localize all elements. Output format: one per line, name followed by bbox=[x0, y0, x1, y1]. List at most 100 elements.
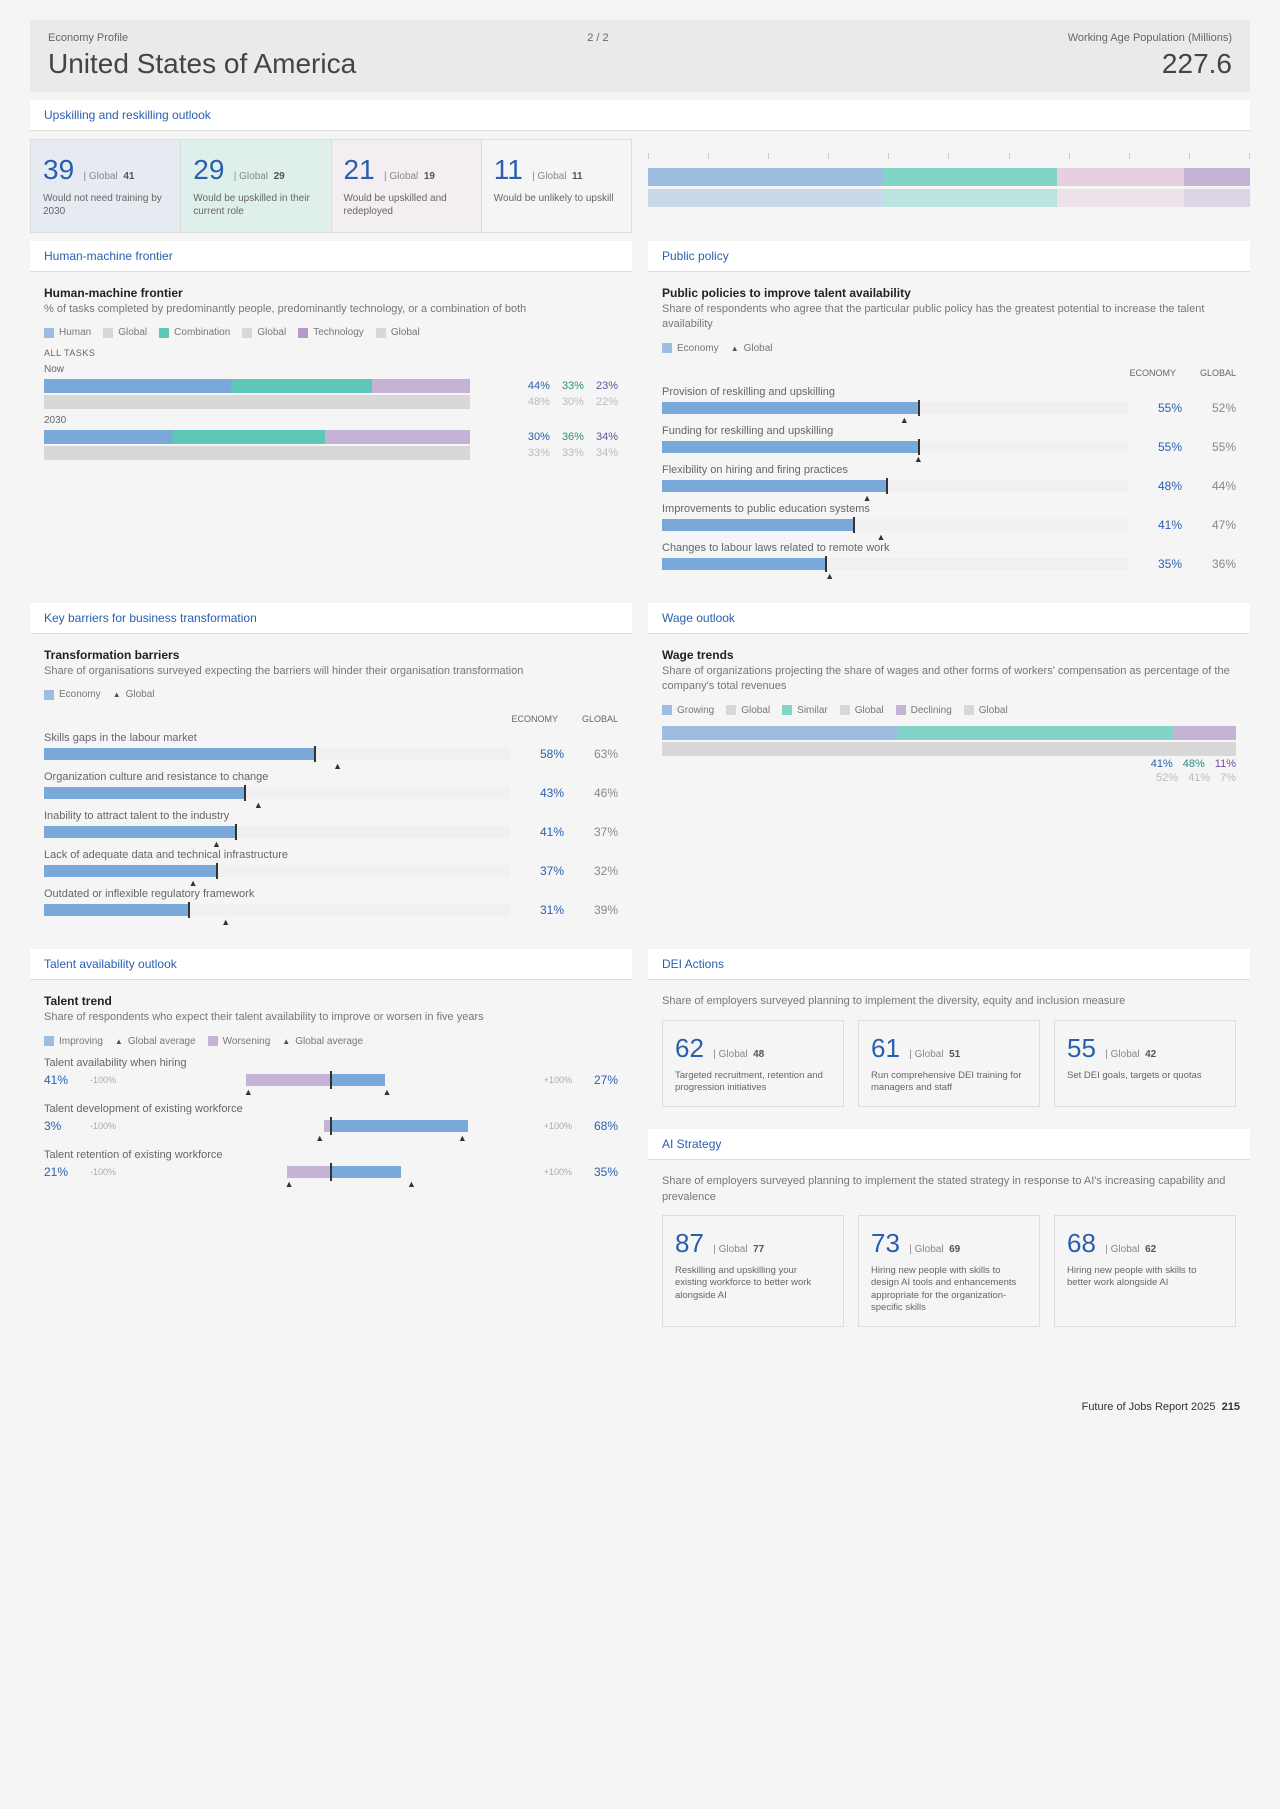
stat-label: Would be unlikely to upskill bbox=[494, 192, 619, 205]
population-label: Working Age Population (Millions) bbox=[1068, 32, 1232, 44]
metric-card: 68 | Global 62 Hiring new people with sk… bbox=[1054, 1215, 1236, 1327]
barrier-item: Skills gaps in the labour market ▲ 58% 6… bbox=[44, 732, 618, 761]
hmf-desc: % of tasks completed by predominantly pe… bbox=[44, 302, 618, 317]
metric-value: 61 bbox=[871, 1033, 900, 1063]
barrier-label: Lack of adequate data and technical infr… bbox=[44, 849, 618, 861]
ai-cards: 87 | Global 77 Reskilling and upskilling… bbox=[662, 1215, 1236, 1327]
policy-head-economy: ECONOMY bbox=[1129, 368, 1176, 378]
metric-global: | Global 69 bbox=[909, 1244, 960, 1255]
talent-label: Talent availability when hiring bbox=[44, 1057, 618, 1069]
stat-global: | Global 41 bbox=[84, 171, 135, 182]
talent-label: Talent retention of existing workforce bbox=[44, 1149, 618, 1161]
barriers-title: Transformation barriers bbox=[44, 648, 618, 662]
metric-value: 87 bbox=[675, 1228, 704, 1258]
barrier-global-val: 44% bbox=[1194, 479, 1236, 493]
metric-label: Reskilling and upskilling your existing … bbox=[675, 1265, 831, 1302]
barriers-table: Skills gaps in the labour market ▲ 58% 6… bbox=[44, 732, 618, 917]
legend-item: Declining bbox=[896, 705, 952, 716]
metric-value: 55 bbox=[1067, 1033, 1096, 1063]
legend-item: ▲Global average bbox=[282, 1036, 363, 1047]
stat-label: Would be upskilled and redeployed bbox=[344, 192, 469, 218]
barrier-economy-val: 37% bbox=[522, 864, 564, 878]
stat-value: 29 bbox=[193, 154, 224, 186]
barrier-item: Improvements to public education systems… bbox=[662, 503, 1236, 532]
legend-item: Worsening bbox=[208, 1036, 271, 1047]
metric-card: 73 | Global 69 Hiring new people with sk… bbox=[858, 1215, 1040, 1327]
barrier-label: Improvements to public education systems bbox=[662, 503, 1236, 515]
upskilling-card: 21 | Global 19 Would be upskilled and re… bbox=[331, 139, 481, 233]
stat-value: 39 bbox=[43, 154, 74, 186]
profile-label: Economy Profile bbox=[48, 32, 128, 44]
country-name: United States of America bbox=[48, 48, 356, 80]
barrier-label: Provision of reskilling and upskilling bbox=[662, 386, 1236, 398]
legend-item: Economy bbox=[44, 689, 101, 700]
wage-title: Wage trends bbox=[662, 648, 1236, 662]
barriers-legend: Economy▲Global bbox=[44, 689, 618, 700]
legend-item: Improving bbox=[44, 1036, 103, 1047]
barrier-economy-val: 35% bbox=[1140, 557, 1182, 571]
metric-label: Set DEI goals, targets or quotas bbox=[1067, 1070, 1223, 1082]
talent-legend: Improving▲Global averageWorsening▲Global… bbox=[44, 1036, 618, 1047]
talent-desc: Share of respondents who expect their ta… bbox=[44, 1010, 618, 1025]
talent-label: Talent development of existing workforce bbox=[44, 1103, 618, 1115]
barrier-economy-val: 58% bbox=[522, 747, 564, 761]
stat-global: | Global 19 bbox=[384, 171, 435, 182]
talent-improve-val: 27% bbox=[582, 1073, 618, 1087]
legend-item: Global bbox=[242, 327, 286, 338]
barrier-item: Lack of adequate data and technical infr… bbox=[44, 849, 618, 878]
legend-item: Global bbox=[726, 705, 770, 716]
barrier-item: Outdated or inflexible regulatory framew… bbox=[44, 888, 618, 917]
metric-global: | Global 62 bbox=[1105, 1244, 1156, 1255]
barrier-label: Outdated or inflexible regulatory framew… bbox=[44, 888, 618, 900]
metric-card: 55 | Global 42 Set DEI goals, targets or… bbox=[1054, 1020, 1236, 1108]
barrier-global-val: 39% bbox=[576, 903, 618, 917]
barriers-head-global: GLOBAL bbox=[582, 714, 618, 724]
barrier-economy-val: 55% bbox=[1140, 401, 1182, 415]
upskilling-card: 29 | Global 29 Would be upskilled in the… bbox=[180, 139, 330, 233]
legend-item: ▲Global bbox=[731, 343, 773, 354]
barriers-desc: Share of organisations surveyed expectin… bbox=[44, 664, 618, 679]
barrier-label: Funding for reskilling and upskilling bbox=[662, 425, 1236, 437]
barrier-item: Organization culture and resistance to c… bbox=[44, 771, 618, 800]
section-policy-header: Public policy bbox=[648, 241, 1250, 272]
metric-value: 73 bbox=[871, 1228, 900, 1258]
talent-item: Talent availability when hiring 41% -100… bbox=[44, 1057, 618, 1087]
legend-item: Human bbox=[44, 327, 91, 338]
policy-head-global: GLOBAL bbox=[1200, 368, 1236, 378]
barrier-economy-val: 41% bbox=[522, 825, 564, 839]
barrier-label: Skills gaps in the labour market bbox=[44, 732, 618, 744]
barrier-label: Changes to labour laws related to remote… bbox=[662, 542, 1236, 554]
ai-desc: Share of employers surveyed planning to … bbox=[662, 1174, 1236, 1205]
section-ai-header: AI Strategy bbox=[648, 1129, 1250, 1160]
barrier-economy-val: 31% bbox=[522, 903, 564, 917]
metric-card: 61 | Global 51 Run comprehensive DEI tra… bbox=[858, 1020, 1040, 1108]
hmf-all-tasks: ALL TASKS bbox=[44, 348, 618, 358]
barrier-global-val: 47% bbox=[1194, 518, 1236, 532]
barrier-global-val: 46% bbox=[576, 786, 618, 800]
metric-global: | Global 77 bbox=[713, 1244, 764, 1255]
section-barriers-header: Key barriers for business transformation bbox=[30, 603, 632, 634]
talent-improve-val: 68% bbox=[582, 1119, 618, 1133]
barrier-economy-val: 55% bbox=[1140, 440, 1182, 454]
barrier-economy-val: 43% bbox=[522, 786, 564, 800]
stat-label: Would be upskilled in their current role bbox=[193, 192, 318, 218]
legend-item: Combination bbox=[159, 327, 230, 338]
metric-card: 62 | Global 48 Targeted recruitment, ret… bbox=[662, 1020, 844, 1108]
barrier-item: Flexibility on hiring and firing practic… bbox=[662, 464, 1236, 493]
policy-legend: Economy ▲Global bbox=[662, 343, 1236, 354]
talent-chart: Talent availability when hiring 41% -100… bbox=[44, 1057, 618, 1179]
upskilling-cards: 39 | Global 41 Would not need training b… bbox=[30, 139, 632, 233]
talent-item: Talent development of existing workforce… bbox=[44, 1103, 618, 1133]
upskilling-chart bbox=[648, 139, 1250, 224]
barrier-economy-val: 48% bbox=[1140, 479, 1182, 493]
stat-value: 11 bbox=[494, 154, 523, 186]
metric-label: Run comprehensive DEI training for manag… bbox=[871, 1070, 1027, 1095]
legend-item: Global bbox=[964, 705, 1008, 716]
upskilling-card: 39 | Global 41 Would not need training b… bbox=[30, 139, 180, 233]
section-upskilling-header: Upskilling and reskilling outlook bbox=[30, 100, 1250, 131]
section-hmf-header: Human-machine frontier bbox=[30, 241, 632, 272]
legend-item: Similar bbox=[782, 705, 828, 716]
page-footer: Future of Jobs Report 2025 215 bbox=[30, 1401, 1250, 1413]
legend-item: Economy bbox=[662, 343, 719, 354]
metric-label: Hiring new people with skills to better … bbox=[1067, 1265, 1223, 1290]
